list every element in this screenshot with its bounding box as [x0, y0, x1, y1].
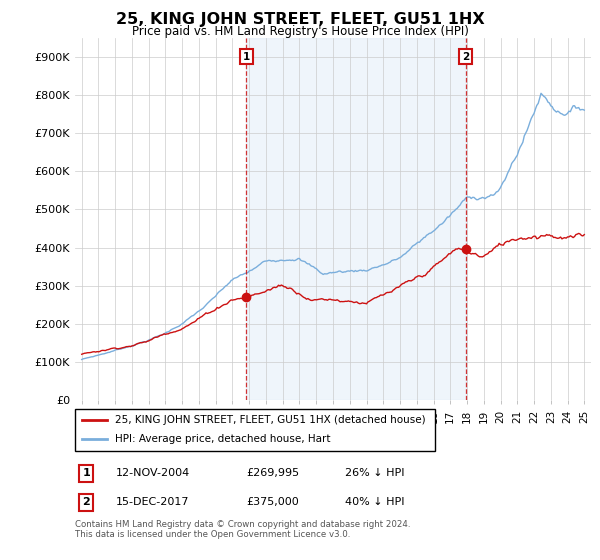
Text: 40% ↓ HPI: 40% ↓ HPI	[345, 497, 404, 507]
Text: HPI: Average price, detached house, Hart: HPI: Average price, detached house, Hart	[115, 435, 330, 445]
Text: Price paid vs. HM Land Registry's House Price Index (HPI): Price paid vs. HM Land Registry's House …	[131, 25, 469, 38]
Text: 25, KING JOHN STREET, FLEET, GU51 1HX: 25, KING JOHN STREET, FLEET, GU51 1HX	[116, 12, 484, 27]
Text: 25, KING JOHN STREET, FLEET, GU51 1HX (detached house): 25, KING JOHN STREET, FLEET, GU51 1HX (d…	[115, 415, 425, 425]
Text: £375,000: £375,000	[246, 497, 299, 507]
Text: 2: 2	[82, 497, 90, 507]
Text: 12-NOV-2004: 12-NOV-2004	[115, 468, 190, 478]
Text: £269,995: £269,995	[246, 468, 299, 478]
Text: 2: 2	[462, 52, 469, 62]
Text: 1: 1	[82, 468, 90, 478]
Text: 26% ↓ HPI: 26% ↓ HPI	[345, 468, 404, 478]
Text: Contains HM Land Registry data © Crown copyright and database right 2024.
This d: Contains HM Land Registry data © Crown c…	[75, 520, 410, 539]
Bar	[247, 38, 466, 400]
Text: 15-DEC-2017: 15-DEC-2017	[115, 497, 189, 507]
Text: 1: 1	[243, 52, 250, 62]
